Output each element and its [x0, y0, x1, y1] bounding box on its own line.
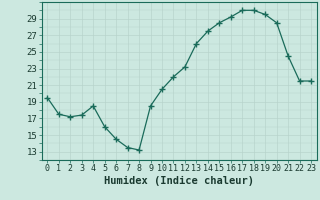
X-axis label: Humidex (Indice chaleur): Humidex (Indice chaleur): [104, 176, 254, 186]
